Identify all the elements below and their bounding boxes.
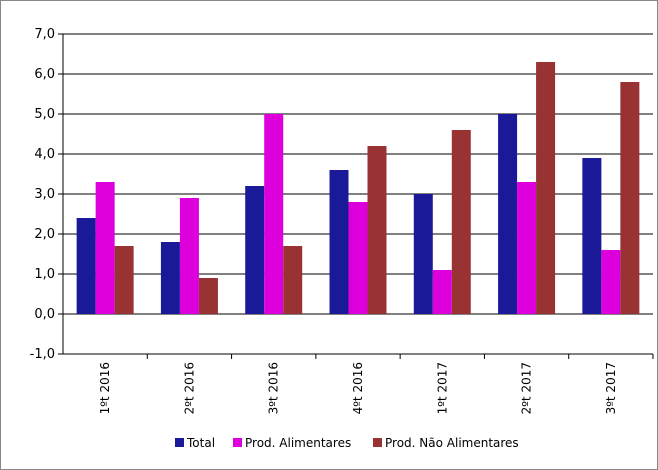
bar [582,158,601,314]
bar [620,82,639,314]
category-label: 3ºt 2016 [267,362,281,414]
category-label: 1ºt 2017 [435,362,449,414]
bar [264,114,283,314]
legend-label: Prod. Não Alimentares [385,436,519,450]
category-label: 2ºt 2017 [520,362,534,414]
bar [330,170,349,314]
y-tick-label: 0,0 [34,307,55,322]
category-label: 4ºt 2016 [351,362,365,414]
y-tick-label: 2,0 [34,227,55,242]
y-tick-label: 5,0 [34,107,55,122]
y-tick-label: 3,0 [34,187,55,202]
bar [96,182,115,314]
y-tick-label: -1,0 [30,347,55,362]
bar [517,182,536,314]
bar [115,246,134,314]
bar [536,62,555,314]
bar [498,114,517,314]
category-label: 1ºt 2016 [98,362,112,414]
y-tick-label: 6,0 [34,67,55,82]
bar [433,270,452,314]
y-tick-label: 4,0 [34,147,55,162]
bar [601,250,620,314]
y-tick-label: 7,0 [34,27,55,42]
bar [77,218,96,314]
bar [199,278,218,314]
category-label: 3ºt 2017 [604,362,618,414]
legend-swatch [233,438,242,447]
legend-swatch [175,438,184,447]
bar [245,186,264,314]
bar [283,246,302,314]
bar [414,194,433,314]
bar [452,130,471,314]
legend-swatch [373,438,382,447]
bar [180,198,199,314]
bar [161,242,180,314]
bar [368,146,387,314]
category-label: 2ºt 2016 [182,362,196,414]
legend-label: Total [186,436,215,450]
legend-label: Prod. Alimentares [245,436,351,450]
bar [349,202,368,314]
y-tick-label: 1,0 [34,267,55,282]
